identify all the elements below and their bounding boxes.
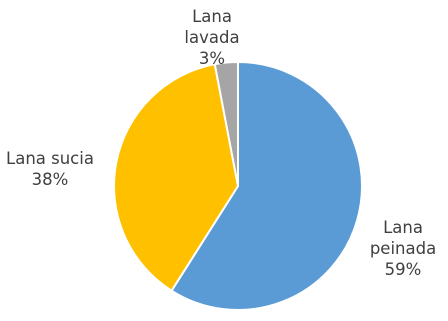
data-label-lana-lavada: Lana lavada 3% [184, 7, 239, 68]
pie-slice-lana-sucia [113, 63, 240, 293]
data-label-lana-peinada: Lana peinada 59% [370, 218, 436, 279]
pie-slice-lana-lavada [213, 60, 239, 187]
pie-slice-lana-peinada [170, 60, 363, 311]
pie-labels: Lana peinada 59% Lana sucia 38% Lana lavada 3% [6, 7, 436, 279]
data-label-lana-sucia: Lana sucia 38% [6, 149, 94, 189]
pie-slices [113, 60, 363, 311]
